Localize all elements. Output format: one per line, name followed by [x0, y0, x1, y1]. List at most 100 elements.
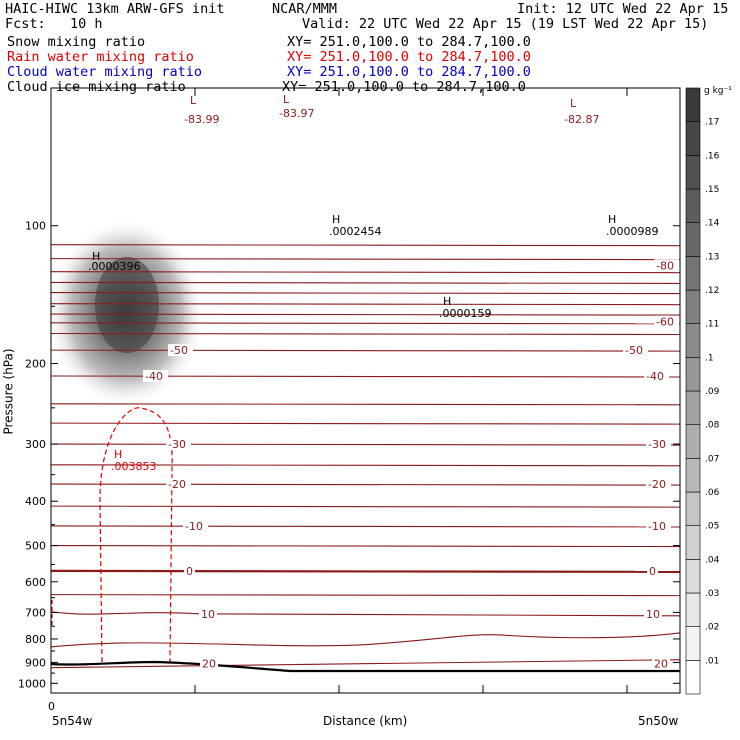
- isotherm-label: -40: [145, 370, 163, 383]
- isotherm-label-bg: [183, 519, 208, 532]
- isotherm-label-bg: [199, 607, 217, 620]
- colorbar-swatch: [685, 559, 701, 594]
- isotherm-label-bg: [168, 344, 193, 357]
- extremum-value-label: -82.87: [564, 113, 599, 126]
- x-end-label: 5n50w: [638, 714, 679, 728]
- colorbar-label: .09: [705, 387, 720, 397]
- colorbar-label: .05: [705, 522, 719, 532]
- colorbar-swatch: [685, 491, 701, 526]
- model-title: HAIC-HIWC 13km ARW-GFS init: [5, 1, 225, 17]
- field-xy-cloud-ice: XY= 251.0,100.0 to 284.7,100.0: [282, 79, 526, 95]
- extremum-type-label: L: [570, 97, 577, 110]
- isotherm-label: 10: [201, 608, 215, 621]
- y-tick-label: 700: [25, 606, 46, 619]
- isotherm-line: [51, 545, 680, 548]
- y-tick-label: 300: [25, 438, 46, 451]
- isotherm-line: [51, 505, 680, 508]
- extremum-type-label: L: [190, 94, 197, 107]
- y-tick-label: 900: [25, 656, 46, 669]
- isotherm-label: -20: [648, 478, 666, 491]
- extremum-type-label: L: [283, 93, 290, 106]
- y-tick-label: 500: [25, 540, 46, 553]
- isotherm-line: [51, 525, 680, 528]
- isotherm-label: -60: [656, 316, 674, 329]
- isotherm-label: -50: [170, 344, 188, 357]
- isotherm-label: -40: [646, 370, 664, 383]
- isotherm-label: 0: [649, 565, 656, 578]
- y-axis-label: Pressure (hPa): [1, 348, 16, 435]
- isotherm-line: [51, 659, 680, 669]
- isotherm-label-bg: [166, 478, 191, 491]
- isotherm-label-bg: [646, 438, 671, 451]
- isotherm-label: -30: [648, 438, 666, 451]
- extremum-value-label: .0002454: [329, 225, 382, 238]
- isotherm-line: [51, 281, 680, 284]
- plot-area: [51, 218, 680, 673]
- y-tick-label: 1000: [18, 677, 46, 690]
- isotherm-line: [51, 258, 680, 261]
- isotherm-label: 20: [654, 658, 668, 671]
- isotherm-line: [51, 594, 680, 597]
- x-start-label: 5n54w: [52, 714, 93, 728]
- colorbar-swatch: [685, 424, 701, 459]
- colorbar-swatch: [685, 323, 701, 358]
- colorbar-swatch: [685, 222, 701, 257]
- isotherm-line: [51, 322, 680, 325]
- colorbar-label: .14: [705, 219, 720, 229]
- extremum-value-label: -83.99: [184, 113, 219, 126]
- colorbar-label: .08: [705, 421, 720, 431]
- isotherm-line: [51, 332, 680, 336]
- isotherm-label-bg: [623, 344, 648, 357]
- plot-frame: [50, 87, 681, 694]
- colorbar-swatch: [685, 458, 701, 493]
- isotherm-label-bg: [200, 657, 218, 670]
- field-xy-rain: XY= 251.0,100.0 to 284.7,100.0: [287, 49, 531, 65]
- isotherm-line: [51, 422, 680, 425]
- field-name-cloud-water: Cloud water mixing ratio: [7, 64, 203, 80]
- y-tick-label: 800: [25, 633, 46, 646]
- center-name: NCAR/MMM: [272, 1, 338, 17]
- isotherm-label-bg: [647, 564, 658, 577]
- colorbar-swatch: [685, 592, 701, 627]
- extremum-value-label: .0000396: [88, 260, 141, 273]
- isotherm-line: [51, 403, 680, 406]
- extremum-value-label: .003853: [111, 460, 157, 473]
- isotherm-line: [51, 632, 680, 648]
- init-time: Init: 12 UTC Wed 22 Apr 15: [517, 1, 729, 17]
- field-name-snow: Snow mixing ratio: [7, 34, 146, 50]
- x-axis-label: Distance (km): [323, 714, 408, 728]
- isotherm-line: [51, 464, 680, 467]
- isotherm-label: 0: [186, 565, 193, 578]
- isotherm-label: -50: [625, 344, 643, 357]
- extremum-value-label: .0000989: [606, 225, 659, 238]
- extremum-type-label: H: [608, 213, 616, 226]
- isotherm-label-bg: [654, 315, 679, 328]
- isotherm-line: [51, 292, 680, 295]
- isotherm-label: -80: [656, 259, 674, 272]
- colorbar-swatch: [685, 525, 701, 560]
- isotherm-label: 20: [202, 658, 216, 671]
- colorbar-label: .04: [705, 555, 720, 565]
- isotherm-line: [51, 271, 680, 274]
- colorbar-swatch: [685, 357, 701, 392]
- isotherm-label: -10: [648, 520, 666, 533]
- y-tick-label: 100: [25, 220, 46, 233]
- colorbar-label: .16: [705, 151, 720, 161]
- colorbar-label: .13: [705, 252, 719, 262]
- valid-time: Valid: 22 UTC Wed 22 Apr 15 (19 LST Wed …: [302, 16, 709, 32]
- isotherm-line: [51, 349, 680, 352]
- isotherm-line: [51, 611, 680, 617]
- isotherm-label: -30: [168, 438, 186, 451]
- extremum-type-label: H: [114, 448, 122, 461]
- colorbar-swatch: [685, 188, 701, 223]
- snow-mixing-ratio-core: [95, 257, 159, 353]
- colorbar-swatch: [685, 660, 701, 695]
- colorbar-label: .06: [705, 488, 720, 498]
- isotherm-line: [51, 244, 680, 247]
- extremum-type-label: H: [332, 213, 340, 226]
- isotherm-label-bg: [143, 369, 168, 382]
- colorbar-unit: g kg⁻¹: [704, 86, 732, 96]
- colorbar-label: .12: [705, 286, 719, 296]
- rain-water-contour: [99, 407, 173, 663]
